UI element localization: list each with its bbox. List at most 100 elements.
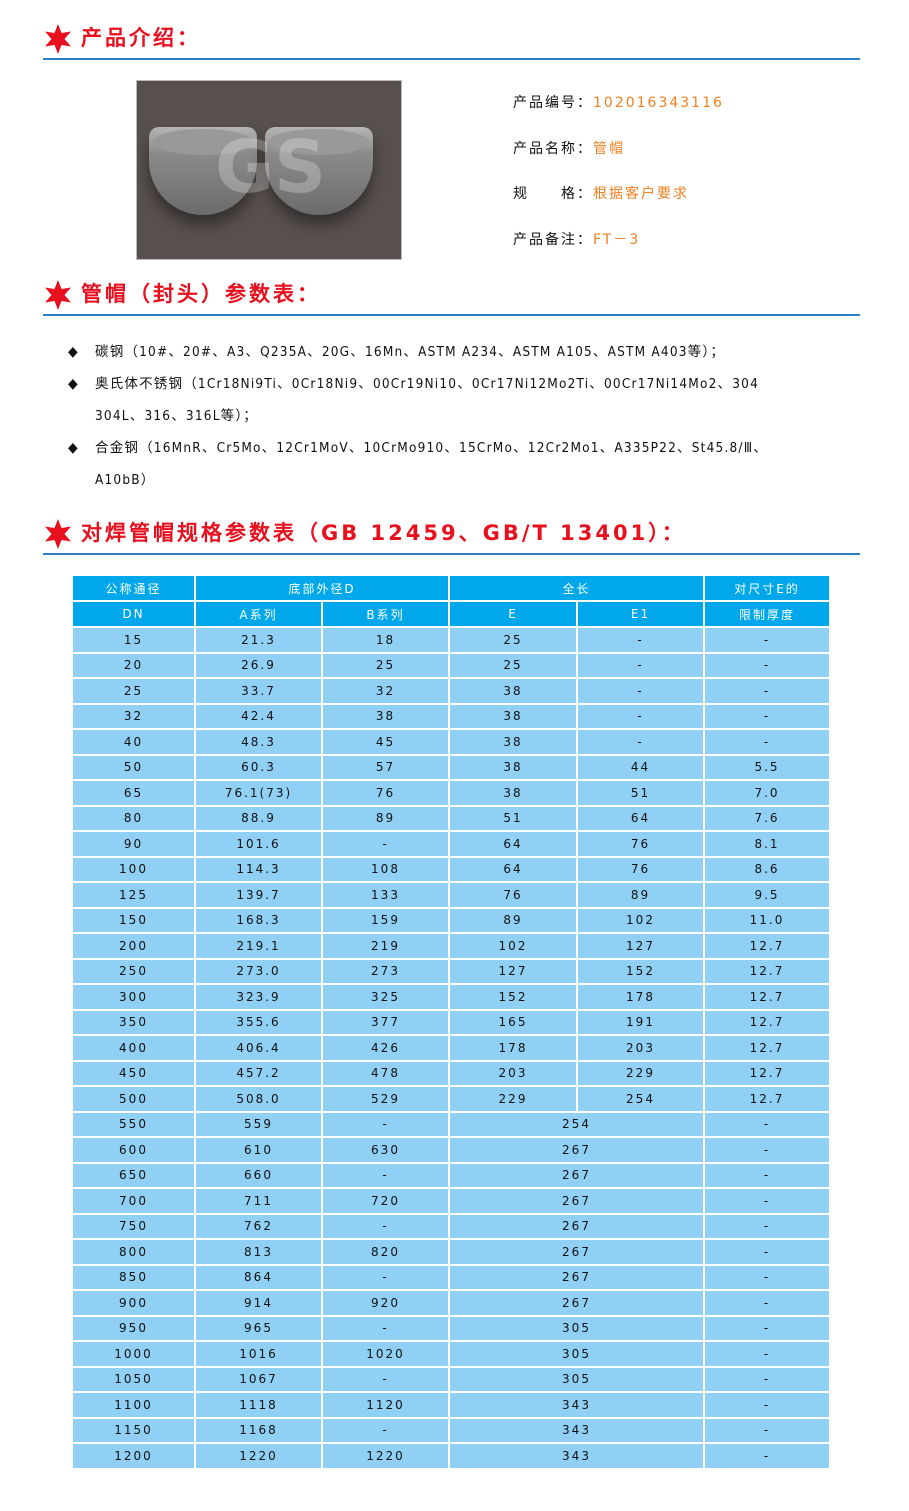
cell-dn: 1050 xyxy=(71,1365,196,1393)
cell-b-series: 38 xyxy=(321,702,450,730)
header-a-series: A系列 xyxy=(194,600,323,628)
cell-e-merged: 267 xyxy=(448,1263,705,1291)
header-thickness: 对尺寸E的 xyxy=(703,574,831,602)
table-row: 1100 1118 1120 343- xyxy=(71,1391,831,1419)
cell-thickness: - xyxy=(703,1161,831,1189)
cell-dn: 20 xyxy=(71,651,196,679)
table-row: 500 508.0 529 229 254 12.7 xyxy=(71,1085,831,1113)
cell-e: 64 xyxy=(448,855,578,883)
cell-thickness: - xyxy=(703,702,831,730)
cell-b-series: 377 xyxy=(321,1008,450,1036)
cell-thickness: - xyxy=(703,1391,831,1419)
cell-a-series: 168.3 xyxy=(194,906,323,934)
cell-e: 38 xyxy=(448,779,578,807)
table-row: 1150 1168-343- xyxy=(71,1416,831,1444)
material-text: 奥氏体不锈钢（1Cr18Ni9Ti、0Cr18Ni9、00Cr19Ni10、0C… xyxy=(95,376,759,392)
cell-b-series: 273 xyxy=(321,957,450,985)
cell-dn: 80 xyxy=(71,804,196,832)
section-title: 产品介绍： xyxy=(81,26,201,50)
cell-b-series: 219 xyxy=(321,932,450,960)
table-row: 1000 1016 1020 305- xyxy=(71,1340,831,1368)
cell-thickness: 7.6 xyxy=(703,804,831,832)
cell-e-merged: 267 xyxy=(448,1212,705,1240)
cell-b-series: 32 xyxy=(321,677,450,705)
cell-e: 25 xyxy=(448,626,578,654)
header-e: E xyxy=(448,600,578,628)
cell-a-series: 60.3 xyxy=(194,753,323,781)
cell-b-series: 630 xyxy=(321,1136,450,1164)
cell-b-series: 18 xyxy=(321,626,450,654)
cell-a-series: 88.9 xyxy=(194,804,323,832)
cell-e-merged: 343 xyxy=(448,1442,705,1470)
cell-e: 25 xyxy=(448,651,578,679)
cell-e: 38 xyxy=(448,677,578,705)
section-header-intro: 产品介绍： xyxy=(43,18,860,60)
cell-a-series: 965 xyxy=(194,1314,323,1342)
info-label: 产品备注： xyxy=(513,231,593,248)
info-value: FT－3 xyxy=(593,231,641,248)
cell-dn: 32 xyxy=(71,702,196,730)
cell-b-series: 133 xyxy=(321,881,450,909)
table-row: 1050 1067-305- xyxy=(71,1365,831,1393)
cell-a-series: 42.4 xyxy=(194,702,323,730)
cell-thickness: - xyxy=(703,1442,831,1470)
cell-b-series: 478 xyxy=(321,1059,450,1087)
cell-e-merged: 343 xyxy=(448,1391,705,1419)
cell-thickness: - xyxy=(703,1340,831,1368)
table-row: 900 914 920 267- xyxy=(71,1289,831,1317)
photo-watermark: GS xyxy=(215,125,326,209)
section-header-spec: 对焊管帽规格参数表（GB 12459、GB/T 13401）： xyxy=(43,513,860,555)
material-text-cont: A10bB） xyxy=(95,472,156,488)
info-value: 102016343116 xyxy=(593,95,724,111)
table-row: 90 101.6-64 76 8.1 xyxy=(71,830,831,858)
cell-e-merged: 267 xyxy=(448,1289,705,1317)
cell-thickness: - xyxy=(703,1263,831,1291)
section-title: 管帽（封头）参数表： xyxy=(81,282,321,306)
material-text-cont: 304L、316、316L等）； xyxy=(95,408,259,424)
cell-b-series: 1220 xyxy=(321,1442,450,1470)
cell-thickness: - xyxy=(703,1416,831,1444)
cell-thickness: 12.7 xyxy=(703,957,831,985)
cell-dn: 900 xyxy=(71,1289,196,1317)
cell-e1: 203 xyxy=(576,1034,705,1062)
cell-a-series: 48.3 xyxy=(194,728,323,756)
product-photo: GS xyxy=(136,80,402,260)
cell-e: 38 xyxy=(448,728,578,756)
cell-e-merged: 267 xyxy=(448,1161,705,1189)
cell-e: 152 xyxy=(448,983,578,1011)
cell-e: 178 xyxy=(448,1034,578,1062)
table-row: 100 114.3 108 64 76 8.6 xyxy=(71,855,831,883)
info-row: 产品编号：102016343116 xyxy=(513,92,724,112)
cell-e: 102 xyxy=(448,932,578,960)
cell-thickness: 12.7 xyxy=(703,1085,831,1113)
cell-a-series: 457.2 xyxy=(194,1059,323,1087)
table-row: 200 219.1 219 102 127 12.7 xyxy=(71,932,831,960)
cell-b-series: - xyxy=(321,1212,450,1240)
cell-e1: 102 xyxy=(576,906,705,934)
cell-thickness: - xyxy=(703,1136,831,1164)
cell-dn: 15 xyxy=(71,626,196,654)
cell-dn: 25 xyxy=(71,677,196,705)
cell-a-series: 355.6 xyxy=(194,1008,323,1036)
cell-b-series: - xyxy=(321,1161,450,1189)
cell-dn: 90 xyxy=(71,830,196,858)
header-e1: E1 xyxy=(576,600,705,628)
cell-thickness: 5.5 xyxy=(703,753,831,781)
spec-table: 公称通径 底部外径D 全长 对尺寸E的 DN A系列 B系列 E E1 限制厚度… xyxy=(71,574,831,1470)
material-text: 碳钢（10#、20#、A3、Q235A、20G、16Mn、ASTM A234、A… xyxy=(95,344,726,360)
cell-a-series: 76.1(73) xyxy=(194,779,323,807)
cell-thickness: - xyxy=(703,626,831,654)
cell-dn: 600 xyxy=(71,1136,196,1164)
info-row: 产品备注：FT－3 xyxy=(513,229,640,249)
table-row: 550 559-254- xyxy=(71,1110,831,1138)
cell-dn: 40 xyxy=(71,728,196,756)
cell-a-series: 406.4 xyxy=(194,1034,323,1062)
cell-e: 38 xyxy=(448,753,578,781)
cell-thickness: 12.7 xyxy=(703,1059,831,1087)
info-label: 规 格： xyxy=(513,186,593,202)
table-row: 65 76.1(73) 76 38 51 7.0 xyxy=(71,779,831,807)
cell-a-series: 21.3 xyxy=(194,626,323,654)
star-icon xyxy=(43,24,73,54)
cell-b-series: - xyxy=(321,1314,450,1342)
cell-thickness: - xyxy=(703,677,831,705)
